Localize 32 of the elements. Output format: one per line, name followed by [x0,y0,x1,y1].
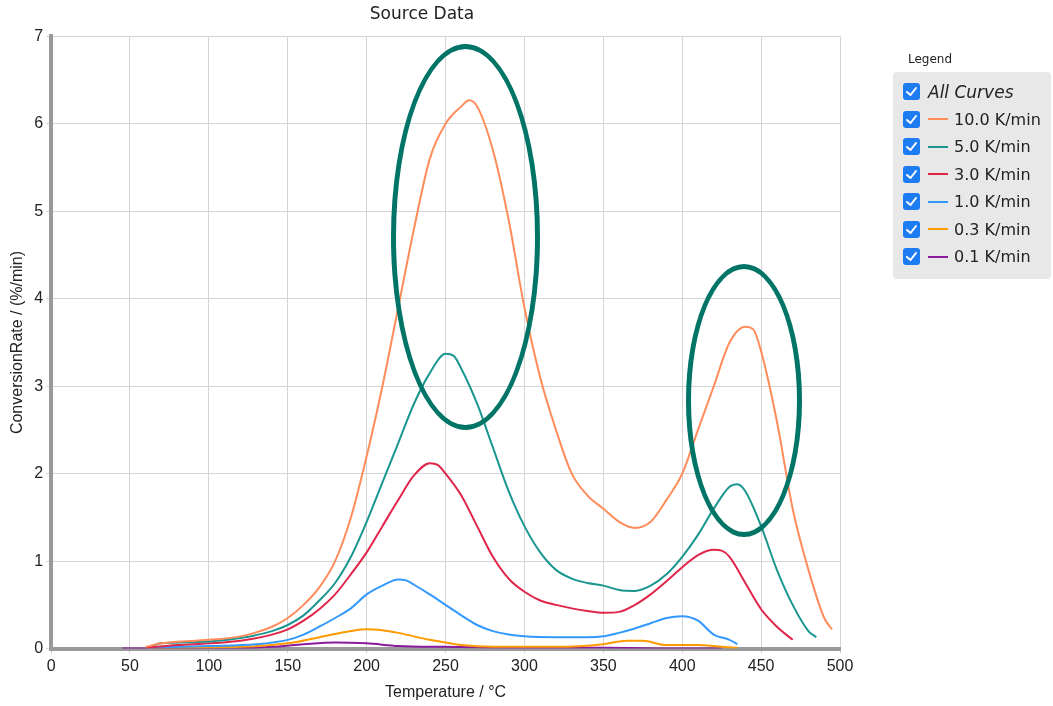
text: All Curves [928,81,1014,102]
x-axis-title: Temperature / °C [384,682,507,700]
y-tick-label: 3 [34,376,44,394]
line-series [144,99,834,648]
legend-label: 10.0 K/min [954,109,1041,129]
line-series [144,462,794,649]
legend-label: 0.3 K/min [954,219,1031,239]
x-tick-label: 300 [511,656,538,674]
legend-label: 5.0 K/min [954,137,1031,157]
legend-label: 3.0 K/min [954,164,1031,184]
x-tick-label: 350 [589,656,617,674]
x-tick-label: 0 [46,656,56,674]
y-tick-label: 5 [34,201,44,219]
legend-label: 1.0 K/min [954,192,1031,212]
x-tick-label: 50 [121,656,139,674]
x-tick-label: 200 [353,656,381,674]
y-tick-label: 4 [34,289,44,307]
x-tick-label: 250 [432,656,459,674]
x-tick-label: 100 [195,656,223,674]
legend-title: Legend [908,52,953,66]
x-tick-label: 400 [668,656,696,674]
x-tick-label: 500 [826,656,854,674]
chart-title: Source Data [369,2,475,23]
y-tick-label: 1 [34,551,44,569]
legend-label: 0.1 K/min [954,247,1031,267]
y-axis-title: ConversionRate / (%/min) [8,250,26,435]
y-tick-label: 6 [34,114,44,132]
y-tick-label: 7 [34,26,44,44]
x-tick-label: 150 [274,656,302,674]
y-tick-label: 2 [34,464,44,482]
x-tick-label: 450 [747,656,775,674]
y-tick-label: 0 [34,639,44,657]
